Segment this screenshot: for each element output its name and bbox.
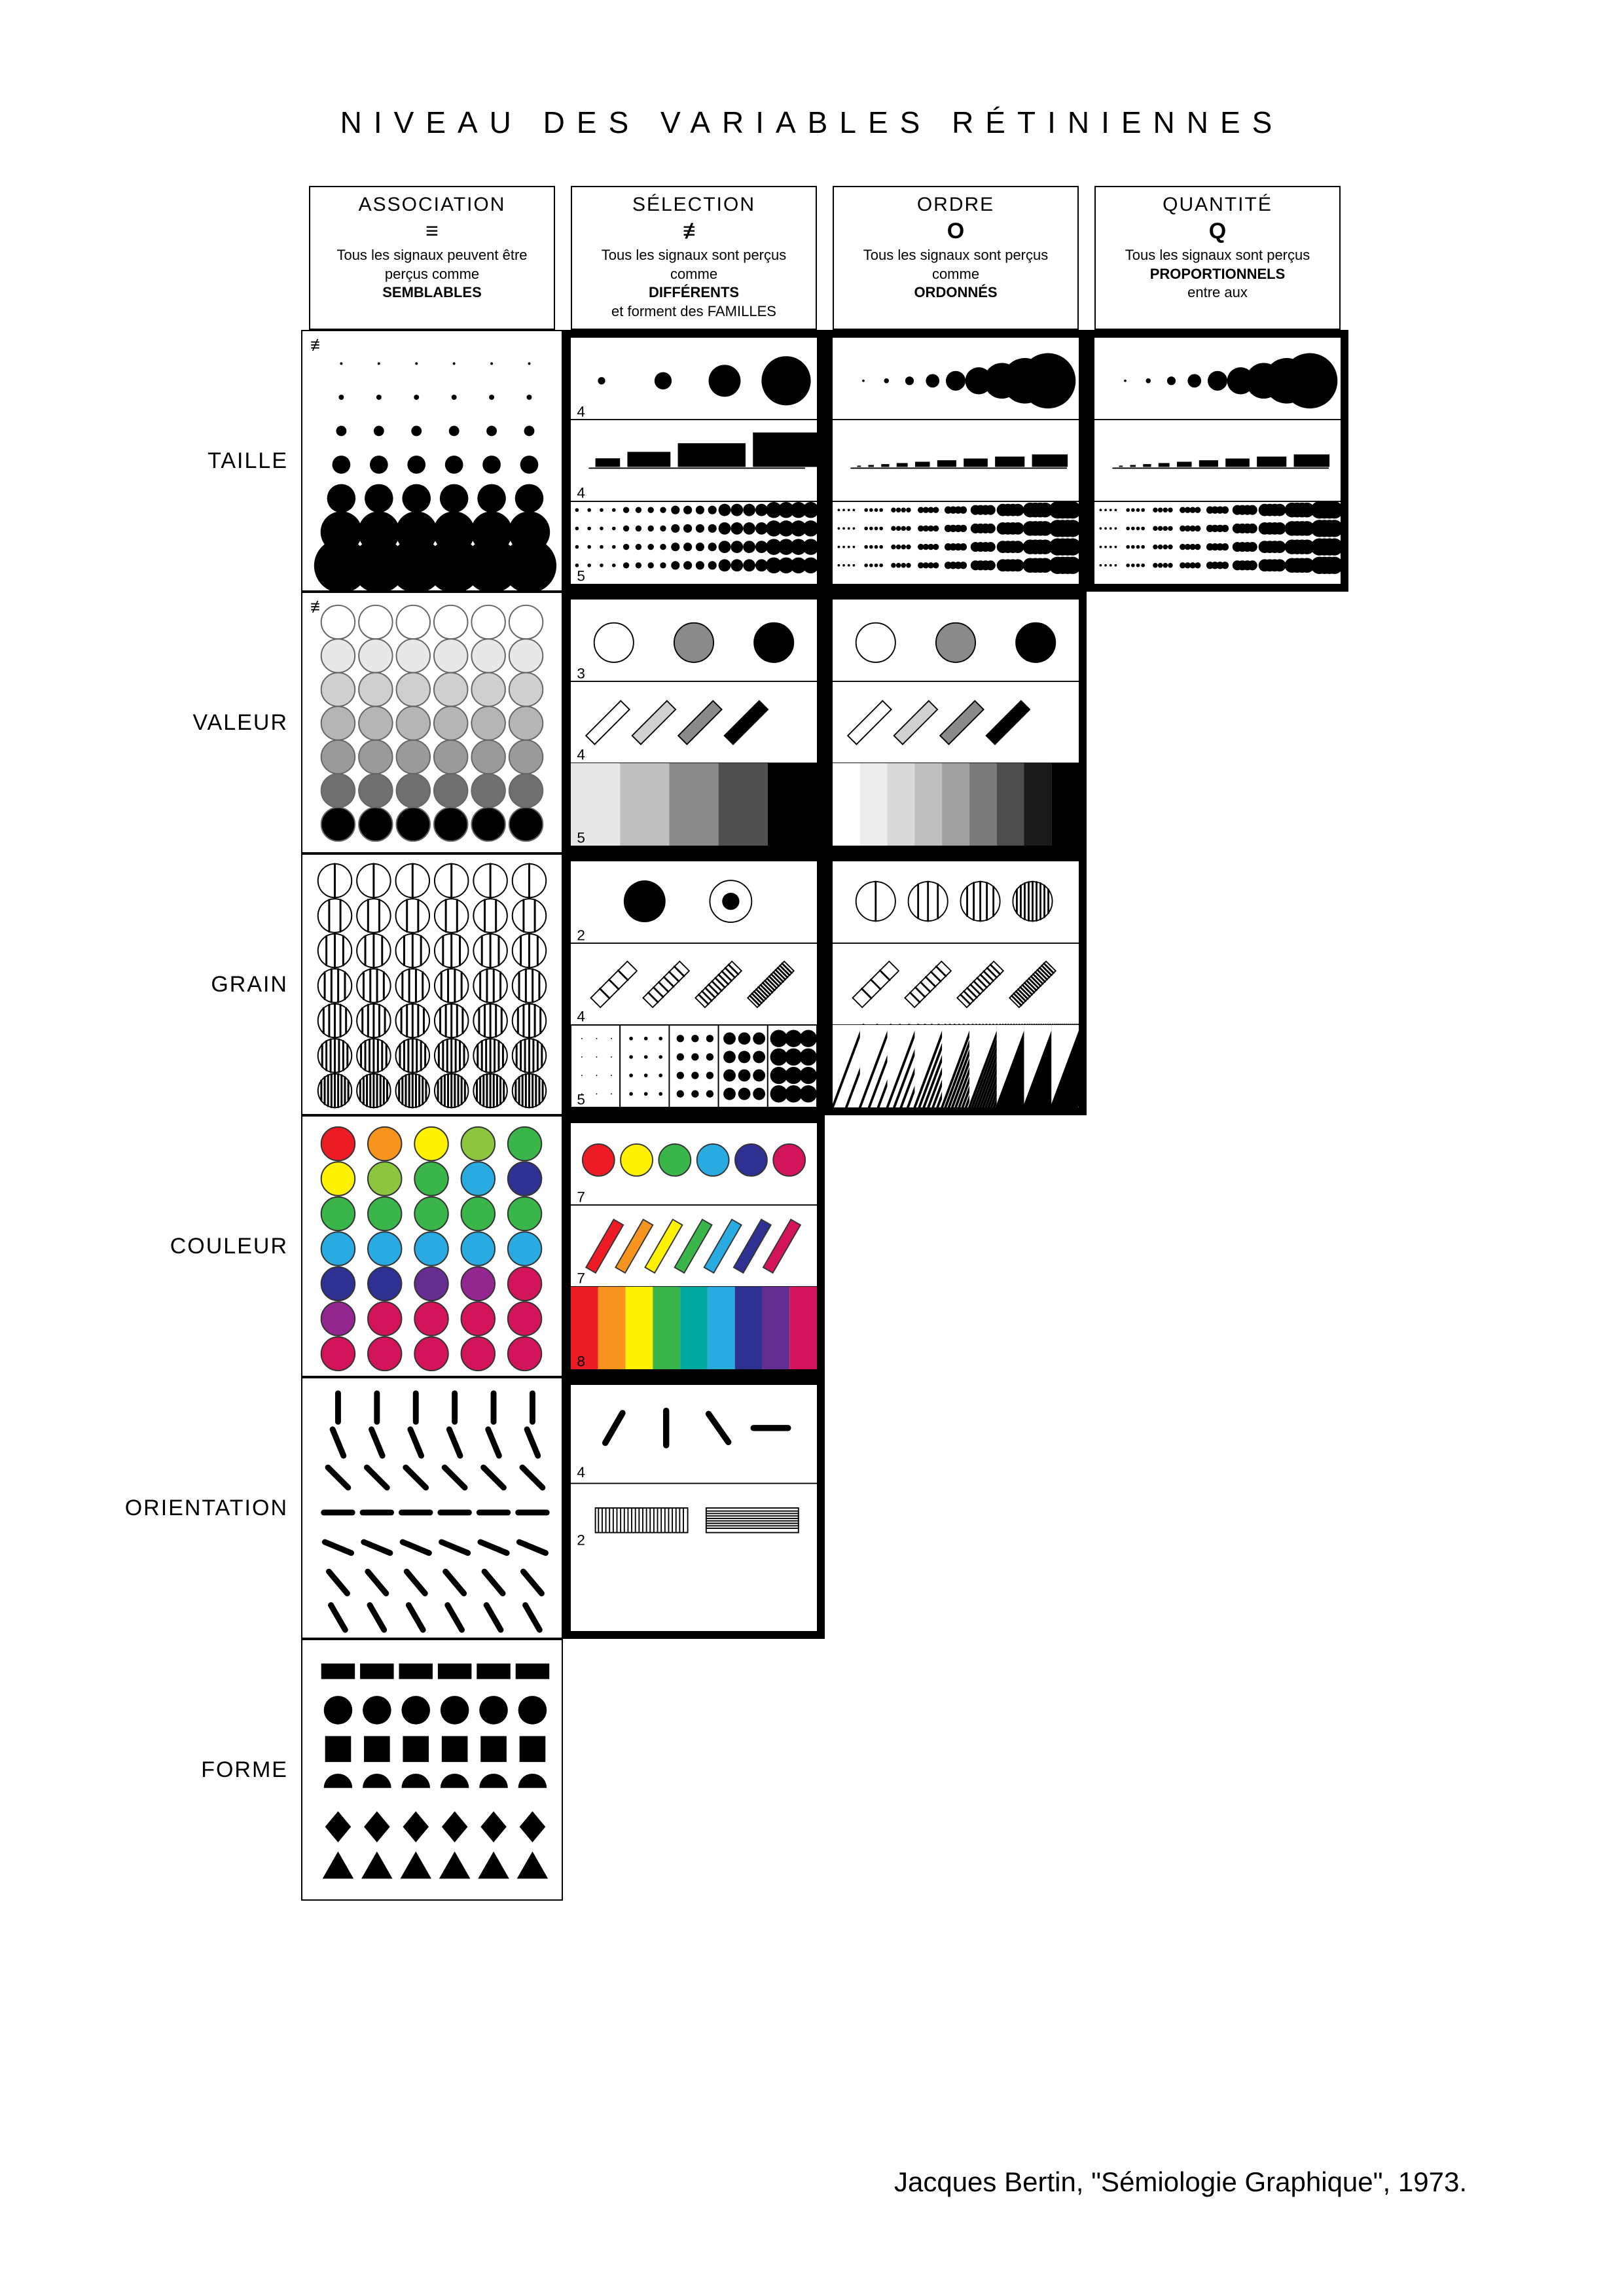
cell-forme-association <box>301 1639 563 1901</box>
cell-grain-selection: 2 4 5 <box>563 853 825 1115</box>
empty-cell <box>1087 592 1348 853</box>
svg-text:4: 4 <box>577 1464 585 1480</box>
cell-taille-quantite <box>1087 330 1348 592</box>
svg-text:3: 3 <box>577 665 585 681</box>
cell-grain-association <box>301 853 563 1115</box>
col-desc: Tous les signaux sont perçus commeDIFFÉR… <box>577 246 810 321</box>
cell-valeur-ordre <box>825 592 1087 853</box>
matrix-grid: ASSOCIATION ≡ Tous les signaux peuvent ê… <box>131 186 1493 2162</box>
col-desc: Tous les signaux peuvent être perçus com… <box>316 246 549 302</box>
svg-text:5: 5 <box>577 567 585 584</box>
cell-orientation-selection: 42 <box>563 1377 825 1639</box>
svg-text:7: 7 <box>577 1189 585 1205</box>
col-desc: Tous les signaux sont perçus commeORDONN… <box>839 246 1072 302</box>
col-head-quantite: QUANTITÉ Q Tous les signaux sont perçusP… <box>1094 186 1341 330</box>
row-label-valeur: VALEUR <box>131 592 301 853</box>
col-title: ORDRE <box>839 194 1072 216</box>
caption: Jacques Bertin, "Sémiologie Graphique", … <box>894 2166 1467 2198</box>
page-title: NIVEAU DES VARIABLES RÉTINIENNES <box>131 105 1493 140</box>
empty-cell <box>1087 1115 1348 1377</box>
empty-cell <box>825 1377 1087 1639</box>
svg-text:2: 2 <box>577 927 585 943</box>
corner-spacer <box>131 186 301 330</box>
cell-taille-association: ≢ <box>301 330 563 592</box>
cell-orientation-association <box>301 1377 563 1639</box>
row-label-forme: FORME <box>131 1639 301 1901</box>
svg-text:2: 2 <box>577 1532 585 1548</box>
svg-text:4: 4 <box>577 746 585 762</box>
row-label-taille: TAILLE <box>131 330 301 592</box>
cell-valeur-association: ≢ <box>301 592 563 853</box>
cell-taille-selection: 4 4 5 <box>563 330 825 592</box>
cell-grain-ordre <box>825 853 1087 1115</box>
col-desc: Tous les signaux sont perçusPROPORTIONNE… <box>1101 246 1334 302</box>
svg-text:4: 4 <box>577 484 585 501</box>
svg-text:7: 7 <box>577 1270 585 1286</box>
empty-cell <box>1087 853 1348 1115</box>
empty-cell <box>1087 1639 1348 1901</box>
svg-text:5: 5 <box>577 1091 585 1107</box>
col-symbol: ≡ <box>316 220 549 242</box>
cell-couleur-association <box>301 1115 563 1377</box>
empty-cell <box>825 1639 1087 1901</box>
row-label-grain: GRAIN <box>131 853 301 1115</box>
col-title: QUANTITÉ <box>1101 194 1334 216</box>
col-symbol: ≢ <box>577 220 810 242</box>
cell-taille-ordre <box>825 330 1087 592</box>
svg-text:≢: ≢ <box>310 336 327 355</box>
col-title: SÉLECTION <box>577 194 810 216</box>
svg-text:4: 4 <box>577 403 585 420</box>
col-symbol: Q <box>1101 220 1334 242</box>
empty-cell <box>825 1115 1087 1377</box>
cell-valeur-selection: 3 4 5 <box>563 592 825 853</box>
row-label-orientation: ORIENTATION <box>131 1377 301 1639</box>
svg-text:8: 8 <box>577 1353 585 1369</box>
col-symbol: O <box>839 220 1072 242</box>
empty-cell <box>563 1639 825 1901</box>
col-head-selection: SÉLECTION ≢ Tous les signaux sont perçus… <box>571 186 817 330</box>
cell-couleur-selection: 7 7 8 <box>563 1115 825 1377</box>
col-head-association: ASSOCIATION ≡ Tous les signaux peuvent ê… <box>309 186 555 330</box>
row-label-couleur: COULEUR <box>131 1115 301 1377</box>
empty-cell <box>1087 1377 1348 1639</box>
col-title: ASSOCIATION <box>316 194 549 216</box>
col-head-ordre: ORDRE O Tous les signaux sont perçus com… <box>833 186 1079 330</box>
svg-text:4: 4 <box>577 1008 585 1024</box>
svg-text:5: 5 <box>577 829 585 846</box>
